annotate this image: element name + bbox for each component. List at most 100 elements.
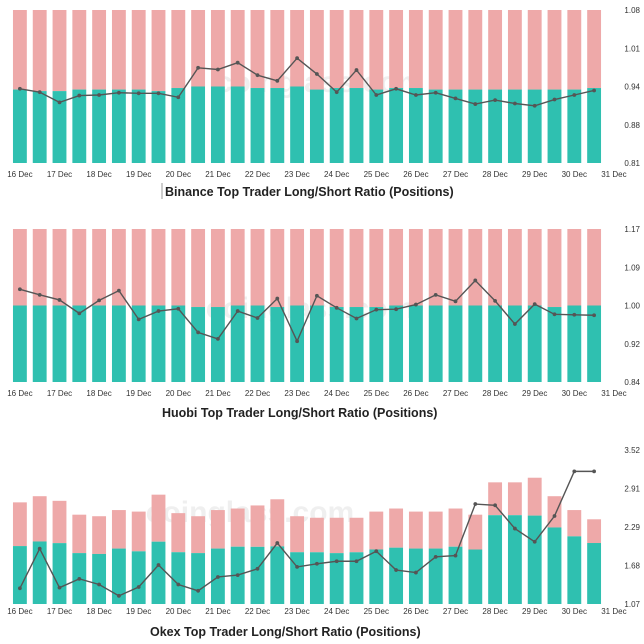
okex-short-bar xyxy=(52,500,67,544)
binance-long-bar xyxy=(329,88,344,163)
binance-x-tick-label: 24 Dec xyxy=(324,170,349,179)
okex-x-tick-label: 21 Dec xyxy=(205,607,230,616)
binance-long-bar xyxy=(468,89,483,163)
okex-short-bar xyxy=(428,511,443,549)
okex-ratio-point xyxy=(255,566,260,571)
okex-long-bar xyxy=(309,552,324,604)
huobi-short-bar xyxy=(547,229,562,308)
binance-long-bar xyxy=(151,91,166,163)
okex-x-tick-label: 20 Dec xyxy=(166,607,191,616)
huobi-x-tick-label: 25 Dec xyxy=(364,389,389,398)
binance-long-bar xyxy=(52,91,67,163)
binance-short-bar xyxy=(270,10,285,89)
binance-ratio-point xyxy=(255,73,260,78)
okex-short-bar xyxy=(349,517,364,553)
binance-short-bar xyxy=(32,10,47,92)
okex-ratio-point xyxy=(18,586,22,591)
binance-long-bar xyxy=(250,88,265,163)
huobi-ratio-point xyxy=(374,307,379,312)
binance-short-bar xyxy=(309,10,324,90)
huobi-x-tick-label: 18 Dec xyxy=(86,389,111,398)
binance-x-tick-label: 19 Dec xyxy=(126,170,151,179)
binance-long-bar xyxy=(230,86,245,163)
binance-ratio-series xyxy=(19,57,595,107)
binance-short-bar xyxy=(448,10,463,90)
binance-ratio-point xyxy=(315,72,319,76)
okex-short-bar xyxy=(527,477,542,516)
huobi-long-bar xyxy=(507,305,522,382)
huobi-long-bar xyxy=(131,305,146,382)
okex-ratio-point xyxy=(275,541,280,545)
huobi-short-bar xyxy=(230,229,245,306)
huobi-short-bar xyxy=(12,229,27,306)
huobi-ratio-point xyxy=(433,292,438,297)
huobi-long-bar xyxy=(250,305,265,382)
binance-long-bar xyxy=(171,88,186,163)
huobi-short-bar xyxy=(349,229,364,308)
binance-chart-title: Binance Top Trader Long/Short Ratio (Pos… xyxy=(165,185,454,199)
okex-short-bar xyxy=(250,505,265,547)
okex-short-bar xyxy=(290,516,305,553)
okex-ratio-point xyxy=(216,575,220,579)
huobi-long-bar xyxy=(151,305,166,382)
binance-long-bar xyxy=(408,88,423,163)
okex-ratio-point xyxy=(433,554,438,559)
huobi-ratio-point xyxy=(37,292,42,297)
huobi-short-bar xyxy=(151,229,166,306)
okex-ratio-point xyxy=(513,526,517,531)
binance-bars xyxy=(12,10,602,163)
huobi-chart-title: Huobi Top Trader Long/Short Ratio (Posit… xyxy=(162,406,437,420)
okex-short-bar xyxy=(488,482,503,516)
binance-y-tick-label: 0.94 xyxy=(624,83,640,92)
binance-short-bar xyxy=(52,10,67,92)
huobi-long-bar xyxy=(72,305,87,382)
huobi-long-bar xyxy=(52,305,67,382)
huobi-short-bar xyxy=(32,229,47,306)
okex-short-bar xyxy=(131,511,146,552)
binance-chart: coinglass.com 1.081.010.940.880.81 16 De… xyxy=(7,6,641,199)
okex-ratio-point xyxy=(592,469,596,474)
binance-long-bar xyxy=(210,86,225,163)
binance-long-bar xyxy=(587,88,602,163)
huobi-ratio-point xyxy=(334,305,339,310)
binance-ratio-point xyxy=(433,90,438,95)
binance-long-bar xyxy=(349,88,364,163)
binance-short-bar xyxy=(230,10,245,87)
okex-long-bar xyxy=(369,549,384,604)
okex-y-tick-label: 1.07 xyxy=(624,600,640,609)
binance-long-bar xyxy=(369,89,384,163)
huobi-long-bar xyxy=(32,305,47,382)
huobi-ratio-point xyxy=(117,288,121,293)
binance-short-bar xyxy=(587,10,602,89)
okex-long-bar xyxy=(428,548,443,604)
binance-ratio-point xyxy=(592,88,596,93)
okex-x-tick-label: 16 Dec xyxy=(7,607,32,616)
okex-ratio-point xyxy=(572,469,577,474)
binance-ratio-point xyxy=(334,90,339,95)
huobi-short-bar xyxy=(369,229,384,308)
okex-x-tick-label: 29 Dec xyxy=(522,607,547,616)
okex-short-bar xyxy=(329,517,344,554)
binance-short-bar xyxy=(72,10,87,90)
binance-y-tick-label: 0.81 xyxy=(624,159,640,168)
okex-x-tick-label: 23 Dec xyxy=(284,607,309,616)
binance-long-bar xyxy=(12,89,27,163)
binance-ratio-point xyxy=(552,97,557,102)
okex-short-bar xyxy=(230,508,245,547)
okex-short-bar xyxy=(448,508,463,547)
huobi-long-bar xyxy=(210,307,225,382)
okex-x-tick-label: 31 Dec xyxy=(601,607,626,616)
huobi-long-bar xyxy=(369,307,384,382)
binance-short-bar xyxy=(12,10,27,90)
okex-bars xyxy=(12,477,602,604)
huobi-ratio-point xyxy=(315,293,319,298)
binance-long-bar xyxy=(92,89,107,163)
okex-short-bar xyxy=(32,496,47,542)
okex-ratio-point xyxy=(354,559,359,564)
binance-long-bar xyxy=(270,88,285,163)
huobi-y-tick-label: 0.84 xyxy=(624,378,640,387)
binance-long-bar xyxy=(191,86,206,163)
huobi-long-bar xyxy=(567,305,582,382)
binance-x-tick-label: 17 Dec xyxy=(47,170,72,179)
huobi-long-bar xyxy=(191,307,206,382)
